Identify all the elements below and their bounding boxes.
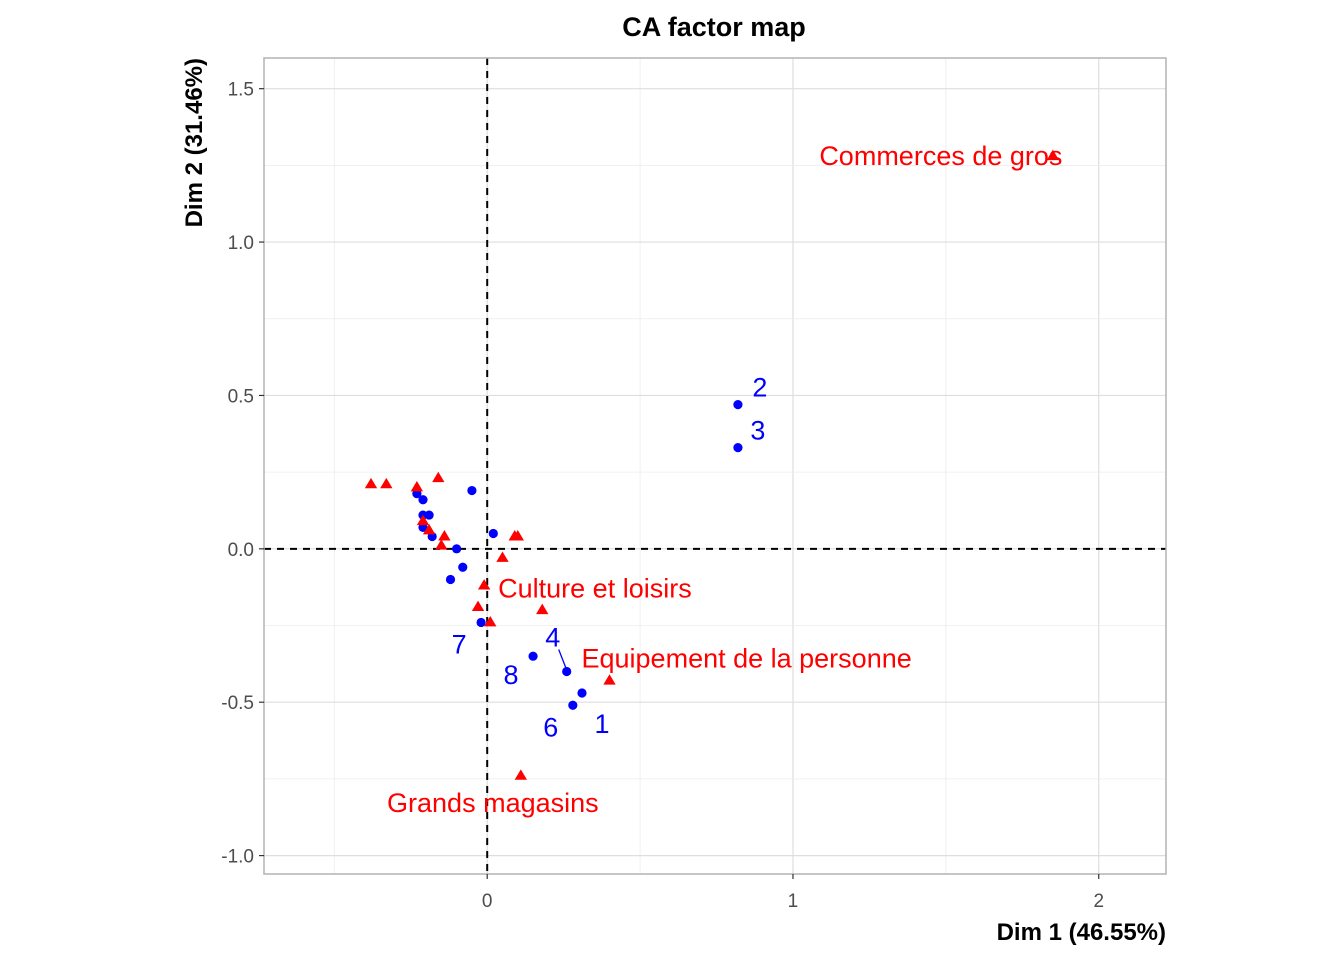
column-point (514, 769, 528, 780)
row-point-label: 8 (504, 660, 519, 690)
y-tick-label: -0.5 (221, 693, 254, 714)
row-point (476, 617, 486, 628)
y-tick-label: 1.0 (228, 233, 254, 254)
axis-ticks: 0 1 2 -1.0 -0.5 0.0 0.5 1.0 1.5 (221, 80, 1104, 912)
point-labels: 2 3 1 4 6 7 8 Commerces de gros Culture et loisi… (387, 141, 1062, 818)
column-point-label: Commerces de gros (819, 141, 1062, 171)
row-point-label: 6 (543, 712, 558, 742)
row-point (424, 510, 434, 520)
row-point (577, 688, 587, 698)
row-point (452, 544, 462, 554)
row-point (418, 495, 428, 505)
zero-reference-lines (264, 58, 1166, 874)
row-point-label: 3 (750, 416, 765, 446)
column-point (484, 615, 497, 627)
column-point (536, 603, 549, 615)
column-point-label: Equipement de la personne (582, 644, 912, 674)
column-point (435, 539, 448, 550)
chart-title: CA factor map (622, 12, 806, 42)
row-point (568, 700, 578, 710)
row-point (467, 485, 477, 496)
row-point (528, 651, 538, 661)
column-point (511, 530, 524, 541)
column-point-label: Culture et loisirs (498, 574, 692, 604)
x-tick-label: 0 (482, 891, 493, 912)
column-point (432, 471, 445, 483)
label-connector-line (558, 649, 567, 668)
row-point (488, 528, 498, 539)
x-tick-label: 2 (1093, 891, 1104, 912)
column-point (416, 514, 430, 526)
row-point (445, 574, 456, 585)
row-point (733, 442, 743, 453)
y-tick-label: -1.0 (221, 847, 254, 868)
column-point (380, 477, 393, 489)
label-connectors (558, 649, 567, 668)
y-tick-label: 0.0 (228, 540, 254, 561)
column-point (471, 600, 485, 612)
data-points (364, 149, 1060, 780)
row-point (733, 400, 743, 410)
column-point (496, 551, 509, 562)
row-point-label: 1 (594, 709, 609, 739)
column-point (603, 674, 616, 685)
column-point-label: Grands magasins (387, 788, 599, 818)
y-tick-label: 1.5 (228, 80, 254, 101)
x-axis-title: Dim 1 (46.55%) (997, 919, 1166, 946)
x-tick-label: 1 (788, 891, 799, 912)
row-point (458, 562, 468, 572)
y-axis-title: Dim 2 (31.46%) (181, 58, 208, 227)
row-point-label: 7 (452, 629, 467, 659)
column-point (364, 477, 378, 489)
row-point-label: 2 (752, 373, 767, 403)
column-point (477, 579, 491, 590)
plot-panel-border (263, 57, 1167, 875)
column-point (422, 523, 436, 535)
y-tick-label: 0.5 (228, 386, 254, 407)
column-point (438, 530, 451, 541)
column-point (410, 480, 424, 492)
column-point (1046, 149, 1060, 161)
row-point (562, 666, 572, 677)
row-point-label: 4 (545, 623, 560, 653)
